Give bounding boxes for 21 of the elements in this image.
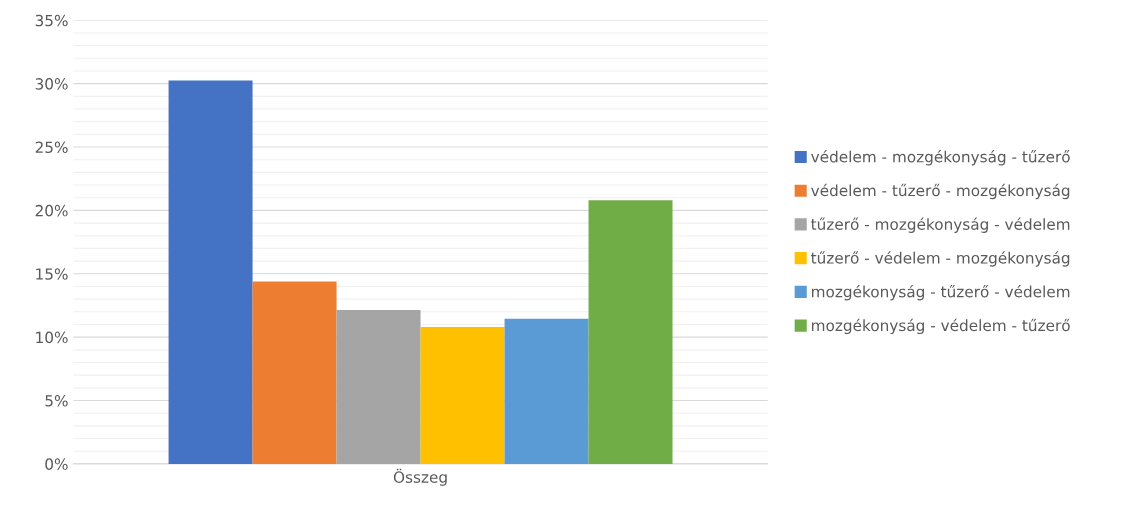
legend-label: védelem - tűzerő - mozgékonyság	[811, 183, 1070, 200]
legend-label: védelem - mozgékonyság - tűzerő	[811, 150, 1070, 166]
x-tick-label: Összeg	[393, 468, 447, 486]
bar	[420, 327, 505, 464]
y-tick-label: 5%	[45, 395, 68, 407]
y-tick-label: 25%	[35, 141, 68, 154]
y-tick-label: 10%	[36, 331, 68, 344]
bar	[168, 80, 253, 464]
y-tick-label: 0%	[45, 458, 68, 470]
bar	[336, 309, 421, 464]
legend-label: tűzerő - védelem - mozgékonyság	[811, 251, 1070, 267]
bar	[504, 318, 589, 464]
y-tick-label: 35%	[35, 14, 68, 27]
bar	[588, 200, 673, 464]
y-tick-label: 30%	[35, 78, 68, 90]
legend-label: tűzerő - mozgékonyság - védelem	[811, 217, 1070, 233]
legend-label: mozgékonyság - tűzerő - védelem	[812, 284, 1070, 301]
y-tick-label: 15%	[36, 268, 68, 280]
legend-label: mozgékonyság - védelem - tűzerő	[812, 318, 1070, 335]
bar	[252, 281, 337, 464]
y-tick-label: 20%	[35, 204, 68, 217]
